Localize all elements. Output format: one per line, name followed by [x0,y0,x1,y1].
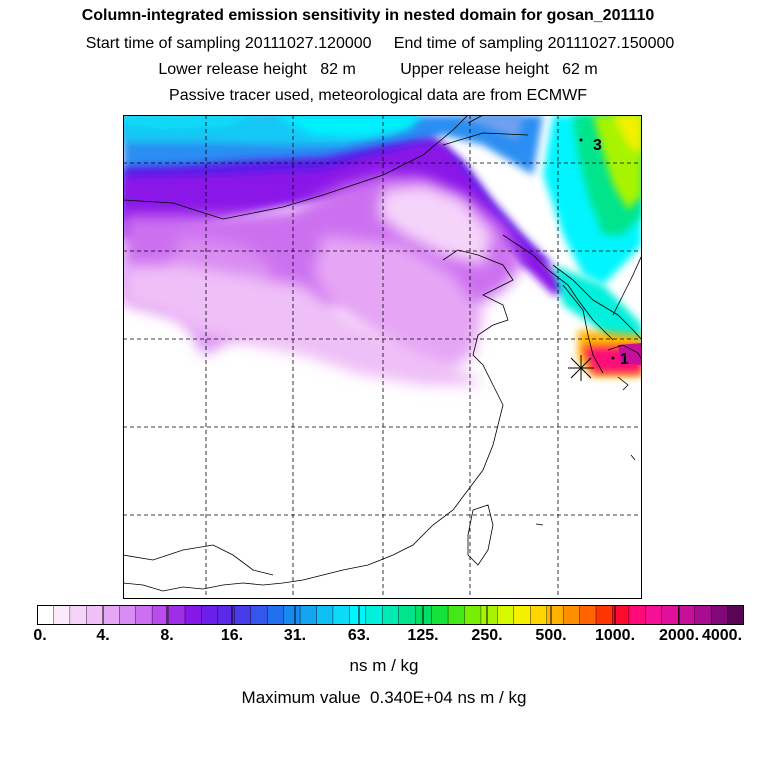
sensitivity-field [123,115,642,385]
colorbar-cell [332,605,351,625]
colorbar-cell [365,605,384,625]
lat-lon-grid [123,115,642,599]
colorbar-cell [579,605,597,625]
colorbar-tick-label: 63. [347,627,371,644]
colorbar-cell [727,605,744,625]
colorbar-cell [37,605,55,625]
colorbar-cell [513,605,532,625]
colorbar-tick-label: 4. [96,627,110,644]
colorbar-cell [234,605,252,625]
colorbar-cell [299,605,318,625]
colorbar-cell [398,605,416,625]
tracer-note: Passive tracer used, meteorological data… [169,87,587,104]
colorbar-cell [102,605,121,625]
colorbar-cell [464,605,482,625]
coastlines [123,115,642,592]
colorbar-cell [382,605,400,625]
colorbar-cell [562,605,581,625]
colorbar-cell [184,605,203,625]
receptor-label-1: 1 [620,351,629,368]
colorbar-tick-label: 250. [471,627,503,644]
emission-sensitivity-map: 1 3 [123,115,642,599]
colorbar-cell [694,605,712,625]
receptor-label-3: 3 [593,137,602,154]
colorbar-cell [135,605,153,625]
colorbar-cell [69,605,88,625]
colorbar-cell [266,605,285,625]
receptor-dot-1 [611,356,615,360]
colorbar-cell [595,605,614,625]
map-frame [123,115,642,599]
colorbar-cell [480,605,499,625]
colorbar-cell [53,605,71,625]
colorbar-cell [349,605,367,625]
colorbar-tick-label: 16. [220,627,244,644]
colorbar-cell [710,605,729,625]
receptor-dot-3 [579,138,583,142]
colorbar-tick-label: 31. [283,627,307,644]
colorbar-units: ns m / kg [349,656,419,675]
colorbar-cell [250,605,268,625]
colorbar-tick-label: 4000. [701,627,743,644]
colorbar-tick-label: 8. [160,627,174,644]
colorbar-cell [414,605,433,625]
colorbar-tick-label: 1000. [594,627,636,644]
colorbar-cell [168,605,186,625]
colorbar-tick-label: 0. [33,627,47,644]
colorbar-cell [283,605,301,625]
sampling-times: Start time of sampling 20111027.120000 E… [85,35,675,52]
colorbar-cell [678,605,696,625]
receptor-marker [568,355,594,381]
colorbar-cell [530,605,548,625]
colorbar-cell [497,605,515,625]
colorbar-tick-label: 125. [407,627,439,644]
maximum-value: Maximum value 0.340E+04 ns m / kg [241,688,527,707]
colorbar [37,605,744,625]
colorbar-cell [86,605,104,625]
plot-title: Column-integrated emission sensitivity i… [81,7,655,24]
colorbar-cell [628,605,647,625]
colorbar-cell [447,605,466,625]
colorbar-tick-label: 2000. [658,627,700,644]
colorbar-tick-label: 500. [535,627,567,644]
colorbar-cell [645,605,663,625]
colorbar-cell [201,605,219,625]
release-heights: Lower release height 82 m Upper release … [158,61,598,78]
colorbar-cell [431,605,449,625]
colorbar-cell [546,605,564,625]
colorbar-cell [316,605,334,625]
colorbar-cell [661,605,680,625]
colorbar-cell [119,605,137,625]
